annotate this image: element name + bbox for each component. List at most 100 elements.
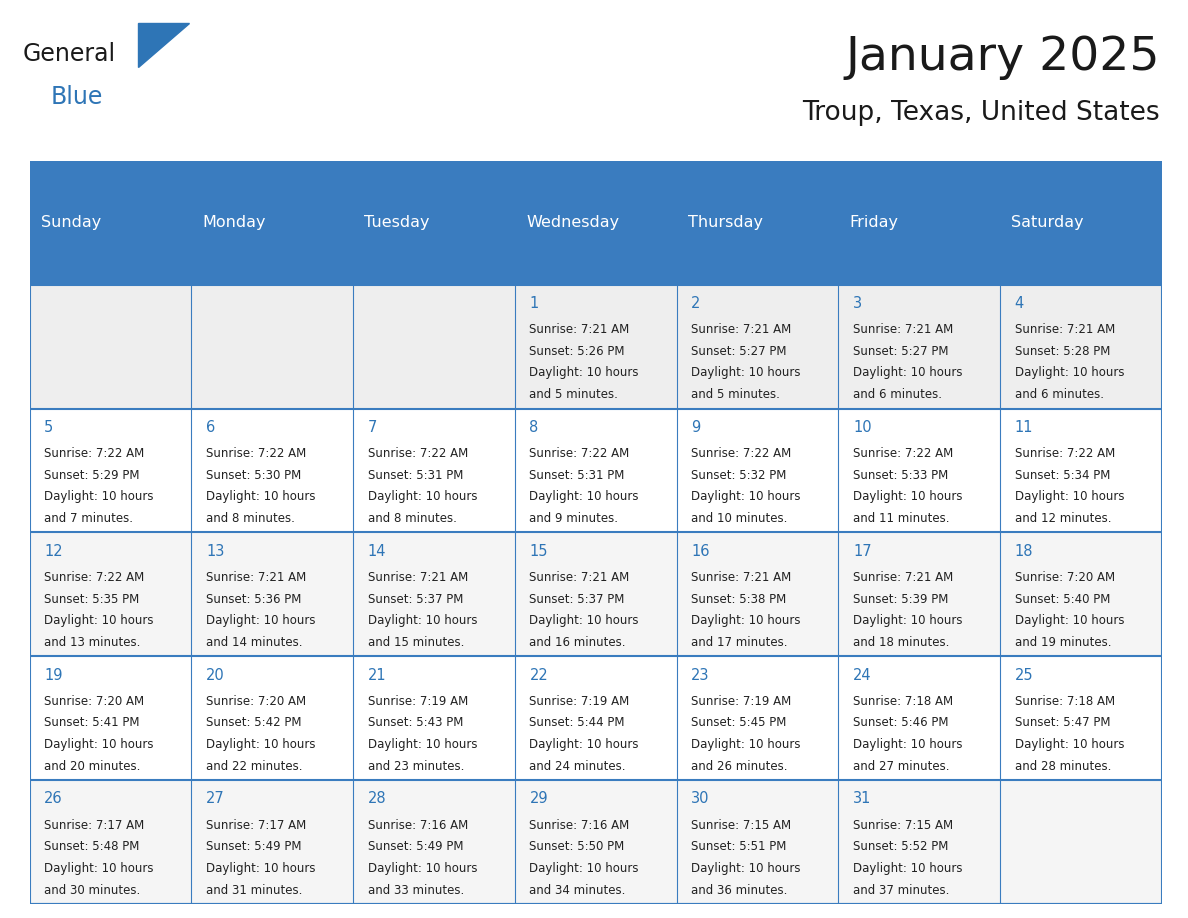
Text: and 19 minutes.: and 19 minutes. (1015, 636, 1111, 649)
FancyBboxPatch shape (30, 161, 1162, 285)
Text: and 5 minutes.: and 5 minutes. (530, 388, 618, 401)
Text: Sunset: 5:38 PM: Sunset: 5:38 PM (691, 592, 786, 606)
Text: Daylight: 10 hours: Daylight: 10 hours (1015, 490, 1124, 503)
Text: and 36 minutes.: and 36 minutes. (691, 884, 788, 897)
Text: 27: 27 (206, 791, 225, 806)
Text: and 11 minutes.: and 11 minutes. (853, 512, 949, 525)
Text: Sunrise: 7:19 AM: Sunrise: 7:19 AM (691, 695, 791, 708)
Text: Daylight: 10 hours: Daylight: 10 hours (1015, 738, 1124, 751)
Text: Sunrise: 7:16 AM: Sunrise: 7:16 AM (530, 819, 630, 832)
Text: and 34 minutes.: and 34 minutes. (530, 884, 626, 897)
Text: 18: 18 (1015, 543, 1034, 558)
Text: Sunrise: 7:21 AM: Sunrise: 7:21 AM (853, 323, 953, 336)
Text: Sunset: 5:35 PM: Sunset: 5:35 PM (44, 592, 139, 606)
Text: and 10 minutes.: and 10 minutes. (691, 512, 788, 525)
Text: and 22 minutes.: and 22 minutes. (206, 760, 303, 773)
Text: Sunset: 5:27 PM: Sunset: 5:27 PM (853, 344, 948, 358)
Text: and 20 minutes.: and 20 minutes. (44, 760, 140, 773)
Text: Sunrise: 7:22 AM: Sunrise: 7:22 AM (44, 571, 145, 584)
Text: Sunset: 5:47 PM: Sunset: 5:47 PM (1015, 716, 1110, 730)
Text: Sunrise: 7:21 AM: Sunrise: 7:21 AM (530, 571, 630, 584)
Text: 5: 5 (44, 420, 53, 434)
Text: Sunrise: 7:20 AM: Sunrise: 7:20 AM (206, 695, 307, 708)
Text: 15: 15 (530, 543, 548, 558)
Text: Sunrise: 7:22 AM: Sunrise: 7:22 AM (44, 447, 145, 460)
Text: Daylight: 10 hours: Daylight: 10 hours (368, 862, 478, 875)
Text: Sunset: 5:27 PM: Sunset: 5:27 PM (691, 344, 786, 358)
Text: Sunset: 5:44 PM: Sunset: 5:44 PM (530, 716, 625, 730)
Text: 8: 8 (530, 420, 538, 434)
Text: 30: 30 (691, 791, 709, 806)
Text: Daylight: 10 hours: Daylight: 10 hours (530, 366, 639, 379)
Text: Sunrise: 7:22 AM: Sunrise: 7:22 AM (691, 447, 791, 460)
Text: and 30 minutes.: and 30 minutes. (44, 884, 140, 897)
Text: Sunset: 5:31 PM: Sunset: 5:31 PM (530, 468, 625, 482)
Text: Sunset: 5:33 PM: Sunset: 5:33 PM (853, 468, 948, 482)
Text: Sunrise: 7:21 AM: Sunrise: 7:21 AM (691, 323, 791, 336)
Text: Sunrise: 7:22 AM: Sunrise: 7:22 AM (206, 447, 307, 460)
Text: Sunset: 5:40 PM: Sunset: 5:40 PM (1015, 592, 1110, 606)
Text: Sunset: 5:34 PM: Sunset: 5:34 PM (1015, 468, 1110, 482)
Text: and 14 minutes.: and 14 minutes. (206, 636, 303, 649)
Text: Sunrise: 7:15 AM: Sunrise: 7:15 AM (691, 819, 791, 832)
Text: Sunrise: 7:22 AM: Sunrise: 7:22 AM (853, 447, 953, 460)
Text: 2: 2 (691, 296, 701, 310)
Text: Daylight: 10 hours: Daylight: 10 hours (691, 738, 801, 751)
Text: and 9 minutes.: and 9 minutes. (530, 512, 619, 525)
Text: Sunrise: 7:22 AM: Sunrise: 7:22 AM (530, 447, 630, 460)
Text: Sunrise: 7:21 AM: Sunrise: 7:21 AM (691, 571, 791, 584)
Text: 16: 16 (691, 543, 709, 558)
Text: 19: 19 (44, 667, 63, 682)
Text: General: General (23, 42, 115, 66)
Text: Sunset: 5:43 PM: Sunset: 5:43 PM (368, 716, 463, 730)
Text: Sunrise: 7:21 AM: Sunrise: 7:21 AM (853, 571, 953, 584)
Text: Daylight: 10 hours: Daylight: 10 hours (691, 490, 801, 503)
Text: Sunrise: 7:18 AM: Sunrise: 7:18 AM (1015, 695, 1114, 708)
Text: and 37 minutes.: and 37 minutes. (853, 884, 949, 897)
Text: 29: 29 (530, 791, 548, 806)
Text: and 8 minutes.: and 8 minutes. (368, 512, 456, 525)
Text: and 7 minutes.: and 7 minutes. (44, 512, 133, 525)
Text: 25: 25 (1015, 667, 1034, 682)
Text: and 28 minutes.: and 28 minutes. (1015, 760, 1111, 773)
Text: 7: 7 (368, 420, 377, 434)
Text: 17: 17 (853, 543, 872, 558)
Text: Sunrise: 7:22 AM: Sunrise: 7:22 AM (368, 447, 468, 460)
Text: Troup, Texas, United States: Troup, Texas, United States (802, 99, 1159, 126)
FancyBboxPatch shape (30, 656, 1162, 780)
Text: Daylight: 10 hours: Daylight: 10 hours (691, 862, 801, 875)
Text: and 31 minutes.: and 31 minutes. (206, 884, 303, 897)
Text: and 8 minutes.: and 8 minutes. (206, 512, 295, 525)
Text: 31: 31 (853, 791, 871, 806)
Text: and 12 minutes.: and 12 minutes. (1015, 512, 1111, 525)
Text: 4: 4 (1015, 296, 1024, 310)
Text: and 33 minutes.: and 33 minutes. (368, 884, 465, 897)
Text: 10: 10 (853, 420, 872, 434)
Text: Daylight: 10 hours: Daylight: 10 hours (691, 366, 801, 379)
Text: 9: 9 (691, 420, 701, 434)
Text: 21: 21 (368, 667, 386, 682)
Text: 11: 11 (1015, 420, 1034, 434)
Text: Daylight: 10 hours: Daylight: 10 hours (1015, 614, 1124, 627)
Text: Daylight: 10 hours: Daylight: 10 hours (853, 366, 962, 379)
Text: Sunset: 5:45 PM: Sunset: 5:45 PM (691, 716, 786, 730)
Text: Sunrise: 7:16 AM: Sunrise: 7:16 AM (368, 819, 468, 832)
Text: Daylight: 10 hours: Daylight: 10 hours (368, 490, 478, 503)
Text: 26: 26 (44, 791, 63, 806)
Text: Friday: Friday (849, 215, 898, 230)
Text: and 13 minutes.: and 13 minutes. (44, 636, 140, 649)
Text: Sunrise: 7:17 AM: Sunrise: 7:17 AM (44, 819, 145, 832)
Text: and 16 minutes.: and 16 minutes. (530, 636, 626, 649)
Text: and 15 minutes.: and 15 minutes. (368, 636, 465, 649)
Text: 3: 3 (853, 296, 862, 310)
Text: Daylight: 10 hours: Daylight: 10 hours (368, 614, 478, 627)
Text: Daylight: 10 hours: Daylight: 10 hours (44, 490, 153, 503)
Text: and 18 minutes.: and 18 minutes. (853, 636, 949, 649)
Text: 14: 14 (368, 543, 386, 558)
Text: and 23 minutes.: and 23 minutes. (368, 760, 465, 773)
Polygon shape (138, 23, 189, 67)
Text: Daylight: 10 hours: Daylight: 10 hours (206, 614, 316, 627)
Text: Daylight: 10 hours: Daylight: 10 hours (853, 490, 962, 503)
Text: Sunset: 5:37 PM: Sunset: 5:37 PM (368, 592, 463, 606)
FancyBboxPatch shape (30, 532, 1162, 656)
